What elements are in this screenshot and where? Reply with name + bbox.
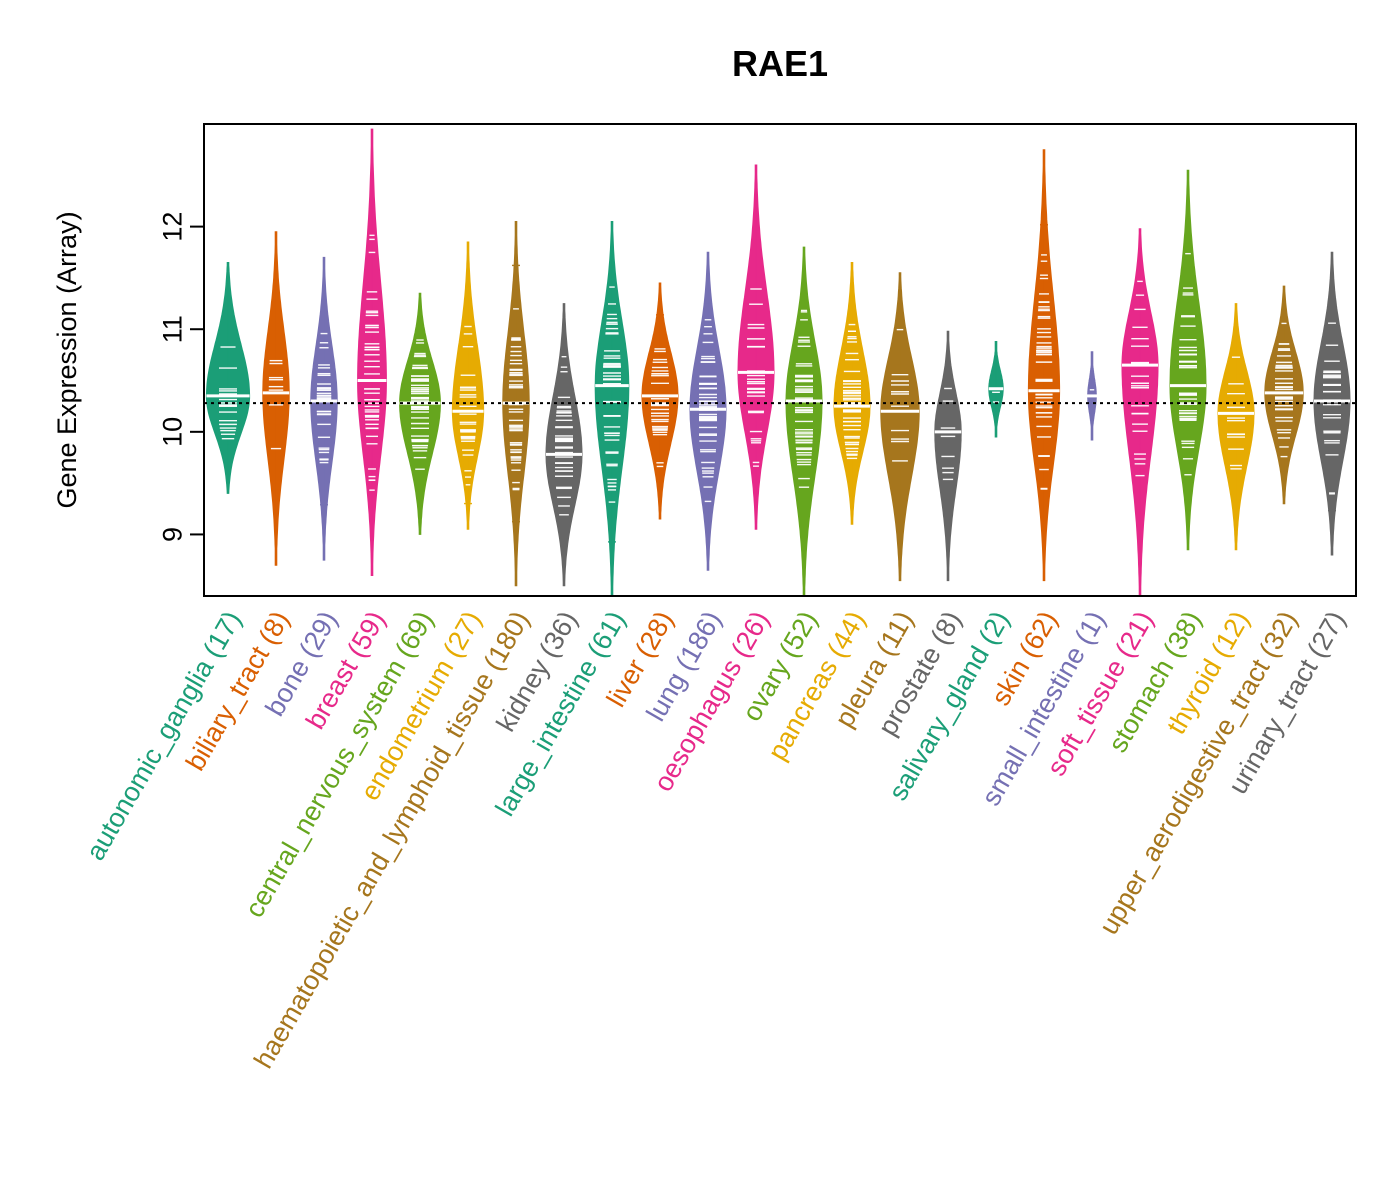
y-tick-label: 12 xyxy=(157,212,187,242)
violin-endometrium xyxy=(451,241,485,530)
category-count: (27) xyxy=(1297,606,1351,669)
violin-haematopoietic_and_lymphoid_tissue xyxy=(502,221,530,587)
violin-pleura xyxy=(880,272,920,582)
plot-area xyxy=(204,128,1356,597)
violin-oesophagus xyxy=(737,164,775,530)
violin-salivary_gland xyxy=(988,341,1004,438)
violin-biliary_tract xyxy=(262,231,290,566)
violin-liver xyxy=(641,282,679,520)
violin-pancreas xyxy=(833,262,871,525)
y-tick-label: 10 xyxy=(157,417,187,447)
y-tick-label: 11 xyxy=(157,315,187,343)
violin-breast xyxy=(357,128,387,576)
y-axis-label: Gene Expression (Array) xyxy=(52,211,82,508)
x-axis-labels: autonomic_ganglia (17)biliary_tract (8)b… xyxy=(80,606,1351,1073)
violin-large_intestine xyxy=(594,221,630,597)
violin-thyroid xyxy=(1217,303,1255,551)
violin-kidney xyxy=(545,303,583,587)
violin-central_nervous_system xyxy=(399,292,441,535)
violin-stomach xyxy=(1169,169,1207,551)
violin-skin xyxy=(1027,149,1061,582)
violin-soft_tissue xyxy=(1121,228,1159,597)
violin-prostate xyxy=(934,330,962,582)
violin-lung xyxy=(689,251,727,571)
chart-title: RAE1 xyxy=(732,43,828,84)
violin-upper_aerodigestive_tract xyxy=(1264,285,1304,505)
violin-small_intestine xyxy=(1086,351,1098,441)
violin-bone xyxy=(310,256,338,561)
y-tick-label: 9 xyxy=(157,527,187,542)
y-axis: 9 10 11 12 xyxy=(157,212,205,542)
violin-ovary xyxy=(785,246,823,597)
violin-autonomic_ganglia xyxy=(205,262,251,494)
